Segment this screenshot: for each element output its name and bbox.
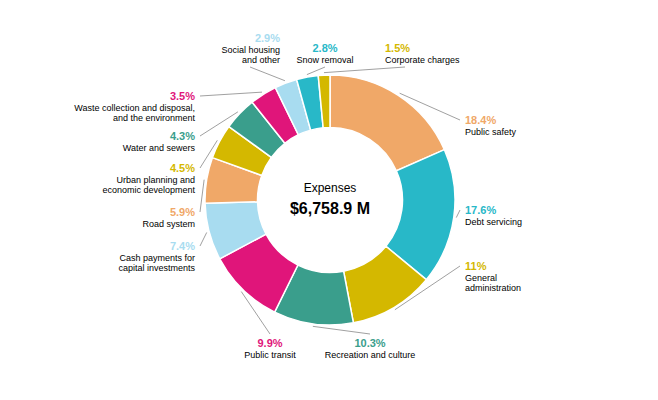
category-label-line: and other xyxy=(242,55,280,65)
donut-slice xyxy=(318,75,330,128)
subtitle: $6,758.9 M xyxy=(290,200,370,217)
category-label-line: Recreation and culture xyxy=(325,350,416,360)
category-label-line: and the environment xyxy=(113,113,196,123)
leader-line xyxy=(307,67,325,75)
data-label: 5.9% xyxy=(170,206,195,218)
chart: 18.4%Public safety 17.6%Debt servicing 11%… xyxy=(0,0,658,400)
leader-line xyxy=(241,292,270,334)
data-label: 1.5% xyxy=(385,42,410,54)
wedges xyxy=(205,75,455,325)
leader-line xyxy=(400,93,460,120)
category-label: Generaladministration xyxy=(465,273,521,293)
leader-line xyxy=(200,232,207,246)
leader-line xyxy=(250,67,285,81)
category-label-line: economic development xyxy=(102,185,195,195)
data-label: 10.3% xyxy=(354,337,385,349)
title: Expenses xyxy=(304,181,357,195)
donut-slice xyxy=(205,202,266,259)
data-label: 7.4% xyxy=(170,240,195,252)
data-label: 2.9% xyxy=(255,32,280,44)
category-label-line: administration xyxy=(465,283,521,293)
leader-line xyxy=(200,180,204,212)
category-label: Public safety xyxy=(465,127,517,137)
category-label-line: Corporate charges xyxy=(385,55,460,65)
leader-line xyxy=(200,92,262,96)
data-label: 2.8% xyxy=(312,42,337,54)
category-label-line: Road system xyxy=(142,219,195,229)
donut-slice xyxy=(344,246,427,323)
data-label: 4.3% xyxy=(170,130,195,142)
category-label-line: Public transit xyxy=(244,350,296,360)
category-label: Water and sewers xyxy=(123,143,196,153)
category-label-line: capital investments xyxy=(118,263,195,273)
category-label-line: Urban planning and xyxy=(116,175,195,185)
data-label: 11% xyxy=(465,260,487,272)
data-label: 9.9% xyxy=(257,337,282,349)
data-label: 18.4% xyxy=(465,114,496,126)
category-label-line: Cash payments for xyxy=(119,253,195,263)
leader-line xyxy=(200,140,217,168)
category-label: Public transit xyxy=(244,350,296,360)
category-label-line: Debt servicing xyxy=(465,217,522,227)
category-label-line: Water and sewers xyxy=(123,143,196,153)
category-label: Road system xyxy=(142,219,195,229)
data-label: 3.5% xyxy=(170,90,195,102)
data-label: 4.5% xyxy=(170,162,195,174)
data-label: 17.6% xyxy=(465,204,496,216)
category-label: Corporate charges xyxy=(385,55,460,65)
labels: 18.4%Public safety 17.6%Debt servicing 11%… xyxy=(74,32,522,360)
category-label: Social housingand other xyxy=(221,45,280,65)
leader-line xyxy=(313,326,370,334)
leader-lines xyxy=(200,67,460,334)
category-label: Debt servicing xyxy=(465,217,522,227)
leader-line xyxy=(324,67,405,73)
category-label: Snow removal xyxy=(296,55,353,65)
category-label-line: Waste collection and disposal, xyxy=(74,103,195,113)
category-label-line: Social housing xyxy=(221,45,280,55)
category-label: Recreation and culture xyxy=(325,350,416,360)
category-label-line: Public safety xyxy=(465,127,517,137)
category-label-line: General xyxy=(465,273,497,283)
category-label: Cash payments forcapital investments xyxy=(118,253,195,273)
category-label-line: Snow removal xyxy=(296,55,353,65)
category-label: Urban planning andeconomic development xyxy=(102,175,195,195)
leader-line xyxy=(200,112,238,136)
leader-line xyxy=(456,210,460,218)
leader-line xyxy=(395,266,460,310)
category-label: Waste collection and disposal,and the en… xyxy=(74,103,195,123)
